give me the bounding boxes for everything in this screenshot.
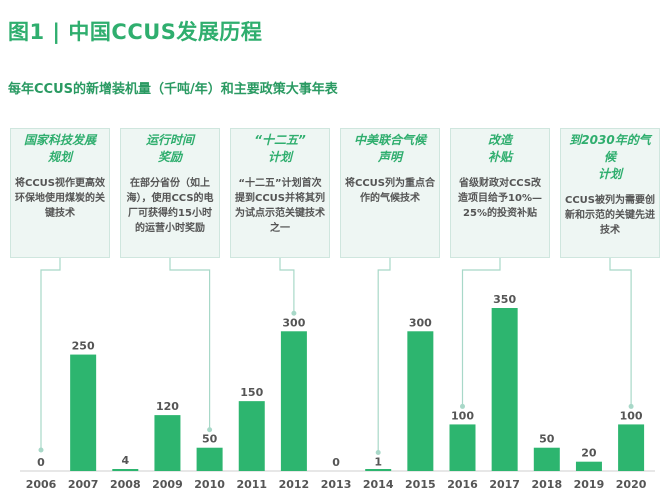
policy-box: 运行时间 奖励在部分省份（如上海），使用CCS的电厂可获得约15小时的运营小时奖… <box>120 128 220 258</box>
figure-title: 图1 | 中国CCUS发展历程 <box>8 20 263 44</box>
tick-label-2012: 2012 <box>279 478 310 491</box>
value-label-2016: 100 <box>451 409 474 422</box>
bar-2008 <box>112 469 139 471</box>
policy-text: 将CCUS视作更高效环保地使用煤炭的关键技术 <box>15 178 105 219</box>
policy-box: 国家科技发展 规划将CCUS视作更高效环保地使用煤炭的关键技术 <box>10 128 110 258</box>
connector-dot <box>628 403 634 409</box>
tick-label-2010: 2010 <box>194 478 225 491</box>
policy-text: CCUS被列为需要创新和示范的关键先进技术 <box>565 195 655 236</box>
bar-2020 <box>618 424 645 471</box>
bar-2017 <box>491 308 518 471</box>
policy-heading: 中美联合气候 声明 <box>353 133 426 164</box>
policy-heading: 到2030年的气候 计划 <box>569 133 651 181</box>
value-label-2018: 50 <box>539 433 555 446</box>
bar-2015 <box>407 331 434 471</box>
chart-title: 每年CCUS的新增装机量（千吨/年）和主要政策大事年表 <box>8 82 338 97</box>
bar-2019 <box>575 461 602 471</box>
bar-2012 <box>280 331 307 471</box>
value-label-2012: 300 <box>282 316 305 329</box>
tick-label-2019: 2019 <box>574 478 605 491</box>
tick-label-2006: 2006 <box>26 478 57 491</box>
connector-line <box>461 258 501 407</box>
policy-heading: “十二五” 计划 <box>254 133 306 164</box>
connector-line <box>609 258 632 407</box>
tick-label-2015: 2015 <box>405 478 436 491</box>
bar-2007 <box>70 354 97 471</box>
bar-2016 <box>449 424 476 471</box>
tick-label-2007: 2007 <box>68 478 99 491</box>
tick-label-2008: 2008 <box>110 478 141 491</box>
tick-label-2014: 2014 <box>363 478 394 491</box>
bar-2009 <box>154 415 181 471</box>
bar-2010 <box>196 447 223 471</box>
policy-box: 中美联合气候 声明将CCUS列为重点合作的气候技术 <box>340 128 440 258</box>
value-label-2008: 4 <box>121 454 129 467</box>
bar-2014 <box>365 469 392 471</box>
policy-box: 改造 补贴省级财政对CCS改造项目给予10%—25%的投资补贴 <box>450 128 550 258</box>
tick-label-2011: 2011 <box>236 478 267 491</box>
value-label-2006: 0 <box>37 456 45 469</box>
value-label-2007: 250 <box>72 340 95 353</box>
tick-label-2009: 2009 <box>152 478 183 491</box>
connector-dot <box>291 310 297 316</box>
value-label-2013: 0 <box>332 456 340 469</box>
connector-dot <box>460 403 465 409</box>
tick-label-2016: 2016 <box>447 478 478 491</box>
connector-line <box>40 258 61 450</box>
value-label-2010: 50 <box>202 433 218 446</box>
policy-text: 在部分省份（如上海），使用CCS的电厂可获得约15小时的运营小时奖励 <box>126 178 214 234</box>
policy-heading: 改造 补贴 <box>487 133 512 164</box>
policy-text: “十二五”计划首次提到CCUS并将其列为试点示范关键技术之一 <box>235 178 325 234</box>
tick-label-2013: 2013 <box>321 478 352 491</box>
value-label-2009: 120 <box>156 400 179 413</box>
connector-line <box>377 258 391 453</box>
policy-text: 将CCUS列为重点合作的气候技术 <box>345 178 435 204</box>
value-label-2014: 1 <box>374 456 382 469</box>
policy-heading: 国家科技发展 规划 <box>23 133 96 164</box>
bar-2011 <box>238 401 265 471</box>
tick-label-2018: 2018 <box>531 478 562 491</box>
bar-2018 <box>533 447 560 471</box>
value-label-2019: 20 <box>581 447 597 460</box>
policy-text: 省级财政对CCS改造项目给予10%—25%的投资补贴 <box>458 178 542 219</box>
policy-heading: 运行时间 奖励 <box>145 133 194 164</box>
connector-dot <box>38 447 44 453</box>
tick-label-2020: 2020 <box>616 478 647 491</box>
tick-label-2017: 2017 <box>489 478 520 491</box>
connector-dot <box>207 427 213 433</box>
policy-box: “十二五” 计划 “十二五”计划首次提到CCUS并将其列为试点示范关键技术之一 <box>230 128 330 258</box>
connector-line <box>279 258 295 314</box>
connector-dot <box>375 450 381 456</box>
value-label-2020: 100 <box>620 409 643 422</box>
value-label-2011: 150 <box>240 386 263 399</box>
policy-box: 到2030年的气候 计划 CCUS被列为需要创新和示范的关键先进技术 <box>560 128 660 258</box>
connector-line <box>169 258 211 430</box>
value-label-2015: 300 <box>409 316 432 329</box>
value-label-2017: 350 <box>493 293 516 306</box>
